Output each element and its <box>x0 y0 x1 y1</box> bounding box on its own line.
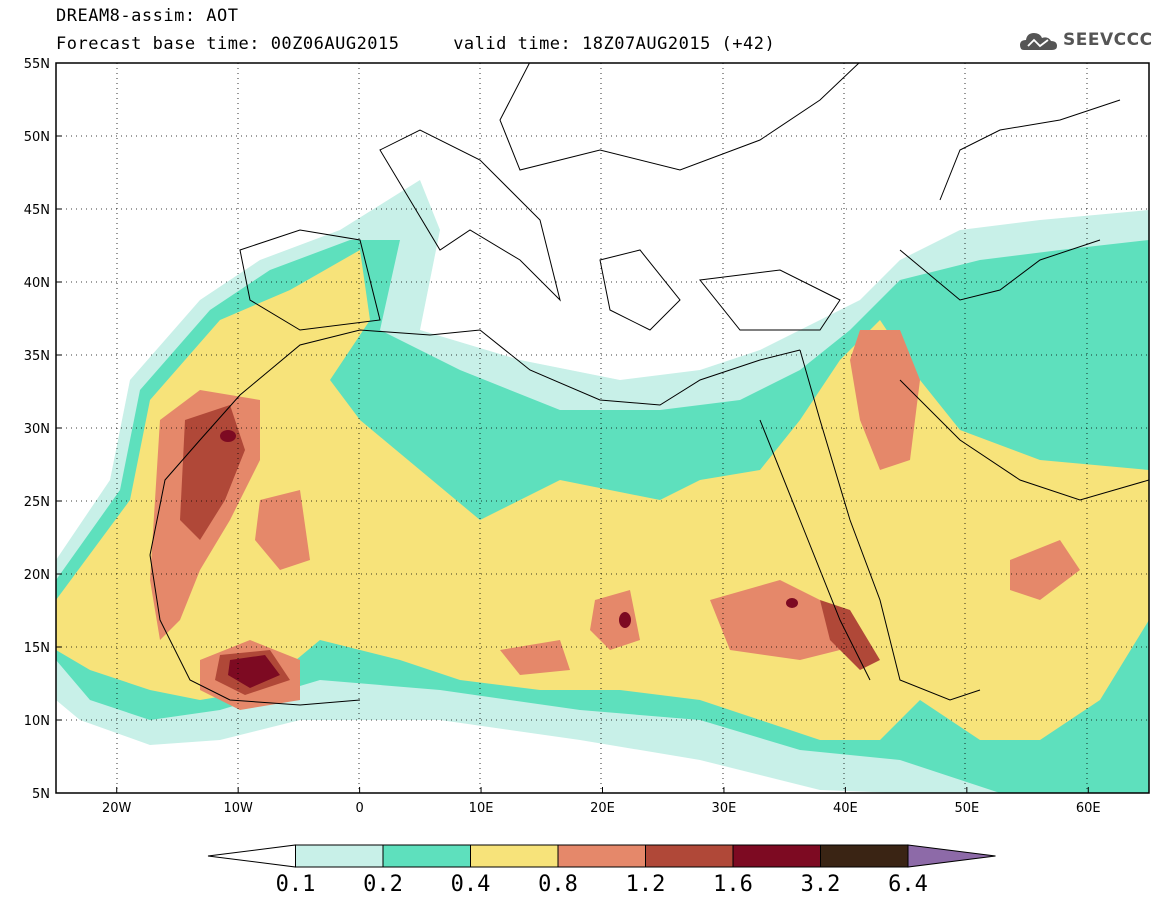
lon-tick-label: 50E <box>954 801 979 816</box>
lat-axis: 55N 50N 45N 40N 35N 30N 25N 20N 15N 10N 5N <box>24 57 62 802</box>
lat-tick-label: 15N <box>24 641 50 656</box>
gridlines <box>56 63 1149 793</box>
colorbar <box>207 844 996 868</box>
lon-tick-label: 20E <box>590 801 615 816</box>
lat-tick-label: 50N <box>24 130 50 145</box>
lat-tick-label: 35N <box>24 349 50 364</box>
lat-tick-label: 5N <box>32 787 50 802</box>
colorbar-swatch <box>470 844 559 868</box>
lat-tick-label: 40N <box>24 276 50 291</box>
lon-tick-label: 40E <box>833 801 858 816</box>
colorbar-level-label: 0.8 <box>538 872 578 897</box>
colorbar-swatch <box>382 844 471 868</box>
colorbar-level-label: 3.2 <box>800 872 841 897</box>
lat-tick-label: 10N <box>24 714 50 729</box>
lat-tick-label: 20N <box>24 568 50 583</box>
colorbar-swatch <box>557 844 646 868</box>
lat-tick-label: 25N <box>24 495 50 510</box>
lon-tick-label: 0 <box>355 801 363 816</box>
lat-tick-label: 45N <box>24 203 50 218</box>
lat-tick-label: 30N <box>24 422 50 437</box>
lon-tick-label: 20W <box>102 801 132 816</box>
colorbar-level-label: 6.4 <box>888 872 928 897</box>
lon-tick-label: 10E <box>469 801 494 816</box>
lat-tick-label: 55N <box>24 57 50 72</box>
colorbar-swatch <box>295 844 384 868</box>
colorbar-level-label: 1.2 <box>625 872 666 897</box>
lon-axis: 20W 10W 0 10E 20E 30E 40E 50E 60E <box>102 787 1101 816</box>
logo-text: SEEVCCC <box>1063 30 1153 50</box>
map-title: DREAM8-assim: AOT <box>56 6 239 26</box>
forecast-time-info: Forecast base time: 00Z06AUG2015 valid t… <box>56 34 776 54</box>
colorbar-swatch <box>732 844 821 868</box>
colorbar-swatch <box>645 844 734 868</box>
aot-field <box>56 63 1149 793</box>
coastlines <box>149 63 1149 706</box>
colorbar-level-label: 1.6 <box>713 872 753 897</box>
lon-tick-label: 60E <box>1076 801 1101 816</box>
colorbar-level-label: 0.4 <box>450 872 491 897</box>
colorbar-max-arrow <box>907 844 996 868</box>
lon-tick-label: 10W <box>223 801 253 816</box>
seevccc-logo <box>1020 33 1057 50</box>
colorbar-min-arrow <box>207 844 296 868</box>
colorbar-level-label: 0.2 <box>363 872 403 897</box>
colorbar-swatch <box>820 844 909 868</box>
lon-tick-label: 30E <box>712 801 737 816</box>
colorbar-level-label: 0.1 <box>275 872 316 897</box>
